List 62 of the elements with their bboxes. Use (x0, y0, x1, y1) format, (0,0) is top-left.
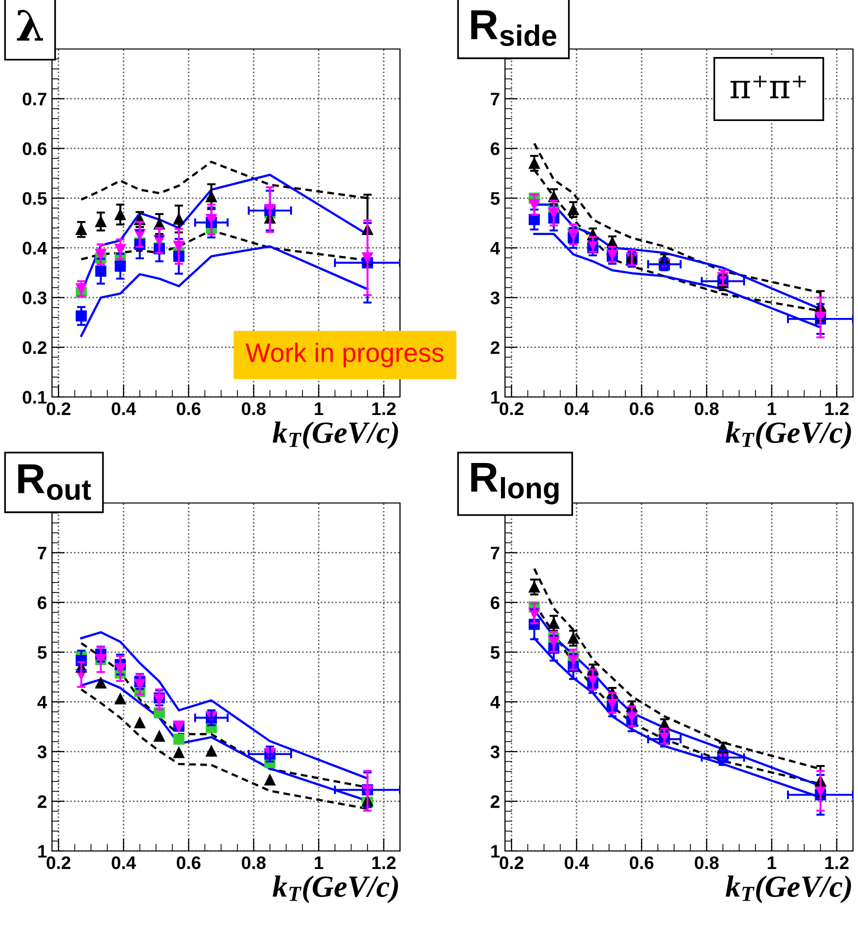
y-tick-label: 4 (37, 696, 48, 708)
x-tick-label: 0.6 (176, 402, 200, 416)
x-tick-label: 1 (768, 856, 776, 869)
x-axis-title: k$_{T}$(GeV/c) (726, 875, 852, 904)
y-tick-label: 0.4 (22, 242, 48, 255)
x-axis-title: k$_{T}$(GeV/c) (726, 421, 852, 450)
y-tick-label: 0.6 (22, 142, 46, 156)
y-tick-label: 7 (490, 546, 500, 560)
x-tick-label: 0.2 (46, 402, 70, 416)
x-tick-label: 0.4 (112, 856, 136, 870)
chart-title: λ (16, 10, 43, 41)
chart-title: R$_{out}$ (18, 464, 91, 500)
x-axis-title: k$_{T}$(GeV/c) (272, 421, 398, 450)
x-tick-label: 0.2 (46, 856, 70, 870)
y-tick-label: 4 (490, 696, 500, 708)
y-tick-label: 0.1 (22, 390, 47, 404)
y-tick-label: 6 (38, 596, 46, 610)
x-tick-label: 0.4 (564, 856, 590, 870)
y-tick-label: 1 (491, 391, 500, 404)
y-tick-label: 3 (490, 746, 500, 758)
x-tick-label: 1 (768, 402, 776, 415)
y-tick-label: 5 (38, 646, 47, 659)
x-tick-label: 1 (314, 856, 324, 869)
x-axis-title: k$_{T}$(GeV/c) (272, 875, 398, 904)
chart-title: R$_{long}$ (471, 462, 559, 504)
y-tick-label: 6 (490, 596, 500, 610)
x-tick-label: 0.8 (694, 856, 719, 870)
y-tick-label: 0.3 (22, 292, 46, 304)
x-tick-label: 0.4 (112, 402, 136, 416)
y-tick-label: 3 (38, 746, 46, 758)
y-tick-label: 2 (38, 795, 46, 808)
y-tick-label: 0.2 (22, 341, 46, 354)
x-tick-label: 1.2 (825, 402, 849, 415)
y-tick-label: 7 (38, 546, 46, 560)
x-tick-label: 0.6 (630, 402, 654, 416)
x-tick-label: 1.2 (372, 856, 396, 869)
y-tick-label: 0.7 (22, 92, 46, 106)
y-tick-label: 5 (490, 192, 500, 205)
y-tick-label: 2 (490, 795, 500, 808)
x-tick-label: 0.8 (694, 402, 719, 416)
x-tick-label: 0.2 (500, 402, 524, 416)
x-tick-label: 0.8 (242, 856, 266, 870)
x-tick-label: 1 (314, 402, 324, 415)
x-tick-label: 0.6 (630, 856, 654, 870)
x-tick-label: 0.6 (176, 856, 200, 870)
x-tick-label: 1.2 (825, 856, 849, 869)
chart-title: R$_{side}$ (471, 10, 556, 46)
y-tick-label: 7 (490, 92, 500, 106)
x-tick-label: 0.8 (242, 402, 266, 416)
y-tick-label: 2 (490, 341, 500, 354)
y-tick-label: 3 (490, 292, 500, 304)
y-tick-label: 1 (491, 845, 500, 858)
x-tick-label: 1.2 (372, 402, 396, 415)
y-tick-label: 4 (490, 242, 500, 254)
y-tick-label: 5 (490, 646, 500, 659)
y-tick-label: 6 (490, 142, 500, 156)
annotation: π⁺π⁺ (730, 76, 806, 98)
annotation: Work in progress (246, 342, 444, 368)
y-tick-label: 0.5 (22, 192, 47, 205)
x-tick-label: 0.4 (564, 402, 590, 416)
y-tick-label: 1 (38, 845, 47, 858)
x-tick-label: 0.2 (500, 856, 524, 870)
